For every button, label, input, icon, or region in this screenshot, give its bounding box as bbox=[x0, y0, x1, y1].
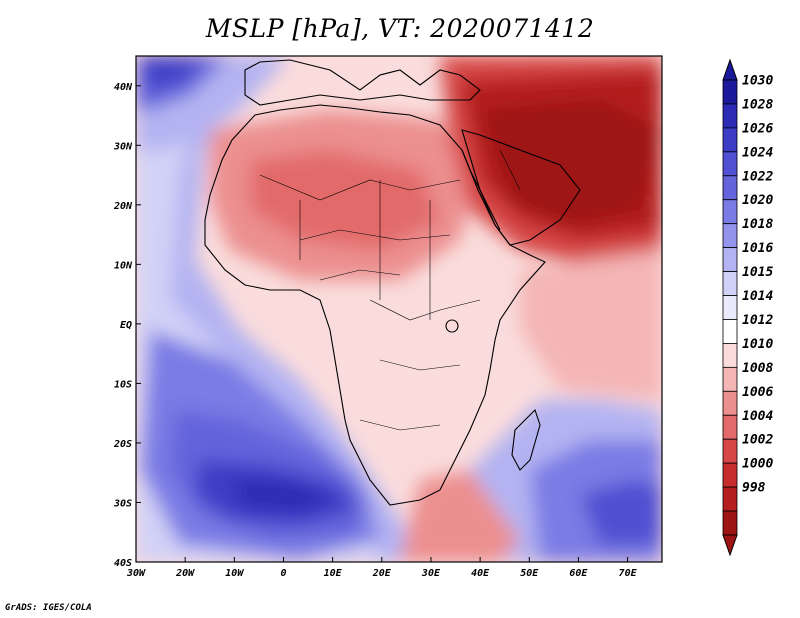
colorbar-swatch bbox=[722, 486, 738, 512]
colorbar-label: 1018 bbox=[742, 217, 773, 232]
colorbar-swatch bbox=[722, 390, 738, 416]
colorbar-swatch bbox=[722, 366, 738, 392]
y-tick-label: 10S bbox=[114, 379, 132, 390]
colorbar-swatch bbox=[722, 343, 738, 368]
x-tick-label: 30E bbox=[421, 568, 441, 579]
southern-trough-region bbox=[400, 470, 520, 562]
colorbar: 1030 1028 1026 1024 1022 1020 1018 1016 1015 1014… bbox=[722, 58, 773, 557]
x-tick-label: 70E bbox=[619, 568, 638, 579]
colorbar-swatch bbox=[722, 79, 738, 105]
colorbar-swatch bbox=[722, 319, 738, 344]
x-tick-label: 20E bbox=[372, 568, 392, 579]
colorbar-label: 1030 bbox=[742, 74, 773, 89]
colorbar-swatch bbox=[722, 414, 738, 440]
x-tick-label: 0 bbox=[280, 568, 286, 579]
x-tick-label: 60E bbox=[569, 568, 588, 579]
colorbar-swatch bbox=[722, 223, 738, 249]
colorbar-label: 1022 bbox=[742, 169, 773, 184]
pressure-field bbox=[136, 56, 662, 562]
grads-credit: GrADS: IGES/COLA bbox=[5, 603, 92, 613]
colorbar-swatch bbox=[722, 199, 738, 225]
st-helena-1026-region bbox=[230, 478, 335, 512]
colorbar-label: 1000 bbox=[742, 457, 773, 472]
colorbar-label: 1002 bbox=[742, 433, 773, 448]
x-tick-label: 30W bbox=[126, 568, 146, 579]
colorbar-label: 1015 bbox=[742, 265, 773, 280]
colorbar-swatch bbox=[722, 438, 738, 464]
y-tick-label: 40N bbox=[114, 82, 133, 93]
arabia-coast bbox=[461, 129, 581, 246]
colorbar-label: 1008 bbox=[742, 361, 773, 376]
y-tick-label: 20S bbox=[113, 439, 132, 450]
y-tick-label: 30N bbox=[113, 141, 133, 152]
colorbar-label: 1024 bbox=[742, 145, 773, 160]
x-tick-label: 10E bbox=[324, 568, 343, 579]
colorbar-swatch bbox=[722, 103, 738, 129]
colorbar-high-arrow bbox=[722, 58, 738, 81]
colorbar-low-arrow bbox=[722, 534, 738, 557]
x-tick-label: 40E bbox=[471, 568, 490, 579]
colorbar-swatch bbox=[722, 510, 738, 536]
colorbar-label: 1014 bbox=[742, 289, 773, 304]
colorbar-label: 1028 bbox=[742, 97, 773, 112]
coastlines bbox=[204, 59, 581, 506]
y-tick-label: EQ bbox=[120, 320, 132, 331]
madagascar-coast bbox=[511, 408, 541, 471]
colorbar-label: 1012 bbox=[742, 313, 773, 328]
x-tick-label: 20W bbox=[175, 568, 195, 579]
colorbar-swatch bbox=[722, 175, 738, 201]
colorbar-swatch bbox=[722, 295, 738, 320]
x-tick-label: 50E bbox=[520, 568, 539, 579]
colorbar-swatch bbox=[722, 271, 738, 296]
y-tick-label: 30S bbox=[113, 498, 132, 509]
axis-ticks: 30W 20W 10W 0 10E 20E 30E 40E 50E 60E 70E 40S 30S 20S… bbox=[113, 82, 638, 579]
plot-frame bbox=[135, 55, 663, 563]
y-tick-label: 20N bbox=[113, 201, 133, 212]
europe-coast bbox=[244, 59, 481, 106]
colorbar-label: 1010 bbox=[742, 337, 773, 352]
country-borders bbox=[259, 149, 521, 431]
arabian-1000-region bbox=[480, 100, 662, 225]
colorbar-swatch bbox=[722, 151, 738, 177]
y-tick-label: 10N bbox=[114, 260, 133, 271]
colorbar-label: 1004 bbox=[742, 409, 773, 424]
chart-title: MSLP [hPa], VT: 2020071412 bbox=[205, 14, 595, 43]
lake-victoria bbox=[445, 319, 459, 333]
colorbar-label: 1016 bbox=[742, 241, 773, 256]
colorbar-label: 998 bbox=[742, 481, 766, 496]
y-tick-label: 40S bbox=[114, 558, 132, 569]
x-tick-label: 10W bbox=[225, 568, 244, 579]
colorbar-label: 1020 bbox=[742, 193, 773, 208]
red-sea bbox=[461, 149, 501, 231]
sahara-1006-region bbox=[250, 150, 440, 250]
colorbar-swatch bbox=[722, 462, 738, 488]
colorbar-swatch bbox=[722, 127, 738, 153]
indian-ocean-1010-region bbox=[520, 250, 662, 400]
africa-coast bbox=[204, 104, 546, 506]
colorbar-label: 1026 bbox=[742, 121, 773, 136]
colorbar-label: 1006 bbox=[742, 385, 773, 400]
mascarene-1024-region bbox=[580, 480, 662, 545]
colorbar-swatch bbox=[722, 247, 738, 272]
azores-1024-region bbox=[140, 56, 205, 90]
